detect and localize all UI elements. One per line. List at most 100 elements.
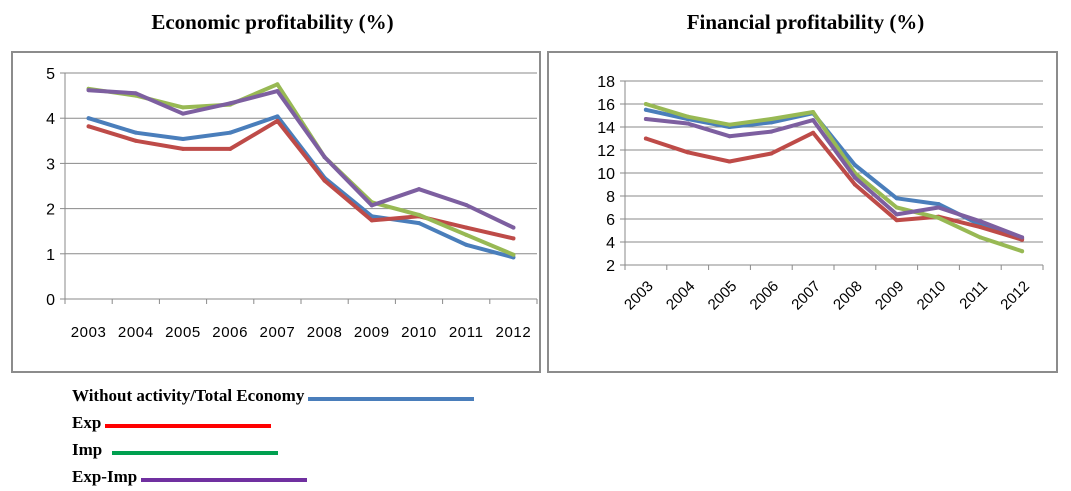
data-point xyxy=(643,102,648,106)
data-point xyxy=(275,82,280,87)
series-line xyxy=(86,82,516,257)
data-point xyxy=(133,138,138,143)
data-point xyxy=(978,225,983,230)
data-point xyxy=(181,111,185,116)
series-line xyxy=(643,102,1025,254)
data-point xyxy=(511,225,516,230)
x-tick-label: 2011 xyxy=(449,324,484,341)
data-point xyxy=(86,88,91,93)
data-point xyxy=(228,130,233,135)
economic-profitability-chart: 0 1 2 3 4 5 2003 2004 2005 2006 2007 2008 2009 2010 20… xyxy=(11,51,541,373)
legend-item-imp: Imp xyxy=(72,436,474,463)
x-tick-label: 2008 xyxy=(830,278,866,314)
data-point xyxy=(852,175,857,180)
x-tick-label: 2003 xyxy=(621,278,657,314)
economic-profitability-title: Economic profitability (%) xyxy=(151,10,394,34)
x-tick-label: 2006 xyxy=(747,278,783,314)
data-point xyxy=(727,134,732,139)
data-point xyxy=(769,129,774,134)
series-without-activity-total-economy xyxy=(86,114,516,260)
series-line xyxy=(86,114,516,260)
x-tick-label: 2005 xyxy=(165,324,201,341)
data-point xyxy=(464,242,469,247)
data-point xyxy=(511,236,516,241)
data-point xyxy=(228,146,233,151)
data-point xyxy=(643,107,648,112)
data-point xyxy=(86,124,91,129)
series-line xyxy=(86,88,516,230)
data-point xyxy=(369,203,374,208)
data-point xyxy=(936,202,941,207)
financial-profitability-title: Financial profitability (%) xyxy=(686,10,925,34)
data-point xyxy=(852,182,857,187)
x-tick-label: 2010 xyxy=(401,324,437,341)
data-point xyxy=(894,212,899,217)
legend-label-imp: Imp xyxy=(72,439,103,459)
y-tick-label: 4 xyxy=(46,111,55,128)
x-tick-label: 2009 xyxy=(354,324,390,341)
data-point xyxy=(1020,235,1025,240)
legend-item-exp-imp: Exp-Imp xyxy=(72,463,474,490)
data-point xyxy=(978,219,983,224)
data-point xyxy=(769,151,774,156)
data-point xyxy=(852,162,857,167)
x-tick-label: 2005 xyxy=(705,278,741,314)
data-point xyxy=(133,130,138,135)
y-tick-label: 4 xyxy=(606,235,615,252)
data-point xyxy=(811,110,816,115)
x-tick-label: 2007 xyxy=(788,278,824,314)
series-exp-imp xyxy=(643,116,1025,240)
data-point xyxy=(511,252,516,257)
x-tick-label: 2004 xyxy=(663,278,699,314)
data-point xyxy=(417,212,421,217)
data-point xyxy=(685,114,690,119)
series-line xyxy=(86,118,516,241)
series-line xyxy=(643,130,1025,242)
y-tick-label: 18 xyxy=(597,74,615,91)
x-tick-label: 2009 xyxy=(872,278,908,314)
legend: Without activity/Total Economy Exp Imp E… xyxy=(72,382,475,490)
legend-item-total-economy: Without activity/Total Economy xyxy=(72,382,475,409)
data-point xyxy=(417,221,421,226)
data-point xyxy=(181,105,185,110)
data-point xyxy=(978,235,983,240)
data-point xyxy=(369,218,374,223)
data-point xyxy=(417,187,421,192)
x-tick-label: 2008 xyxy=(307,324,343,341)
series-imp xyxy=(643,102,1025,254)
y-tick-label: 0 xyxy=(46,292,55,309)
data-point xyxy=(464,232,469,237)
data-point xyxy=(643,116,648,121)
data-point xyxy=(464,202,469,207)
data-point xyxy=(228,101,233,106)
data-point xyxy=(86,116,91,121)
data-point xyxy=(275,118,280,123)
data-point xyxy=(181,146,185,151)
x-tick-label: 2012 xyxy=(997,278,1033,314)
data-point xyxy=(894,205,899,210)
data-point xyxy=(769,120,774,125)
x-tick-label: 2003 xyxy=(71,324,107,341)
data-point xyxy=(322,155,327,160)
y-tick-label: 2 xyxy=(46,202,55,219)
data-point xyxy=(133,91,138,96)
data-point xyxy=(643,136,648,141)
y-tick-label: 1 xyxy=(46,247,55,264)
y-tick-label: 8 xyxy=(606,189,615,206)
financial-profitability-chart: 2 4 6 8 10 12 14 16 18 2003 2004 2005 2006 2007 2008 20… xyxy=(547,51,1058,373)
data-point xyxy=(769,116,774,121)
y-tick-label: 3 xyxy=(46,156,55,173)
legend-label-total-economy: Without activity/Total Economy xyxy=(72,385,305,405)
legend-label-exp: Exp xyxy=(72,412,102,432)
data-point xyxy=(1020,249,1025,254)
data-point xyxy=(275,89,280,94)
economic-profitability-plot: 0 1 2 3 4 5 2003 2004 2005 2006 2007 2008 2009 2010 20… xyxy=(46,66,538,341)
x-tick-label: 2011 xyxy=(956,278,991,313)
data-point xyxy=(811,130,816,135)
series-exp-imp xyxy=(86,88,516,230)
legend-swatch-exp xyxy=(105,423,272,428)
x-tick-label: 2004 xyxy=(118,324,154,341)
series-imp xyxy=(86,82,516,257)
legend-swatch-exp-imp xyxy=(141,477,308,482)
